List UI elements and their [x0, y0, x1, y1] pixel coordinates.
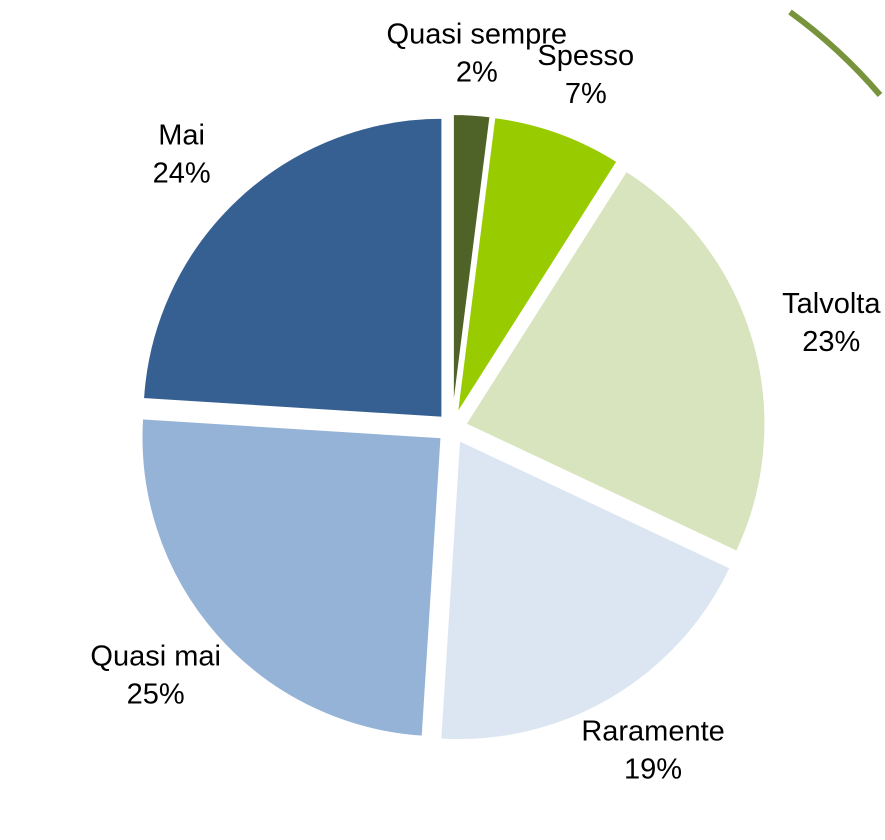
pie-slice [140, 417, 443, 738]
slice-label: Talvolta [782, 288, 881, 320]
slice-value-label: 7% [565, 78, 607, 110]
pie-slice [451, 113, 492, 415]
pie-slice [141, 116, 444, 419]
slice-value-label: 19% [624, 753, 682, 785]
slice-value-label: 2% [456, 56, 498, 88]
slice-label: Mai [158, 119, 205, 151]
decorative-arc [788, 9, 883, 97]
pie-slice [455, 116, 619, 416]
pie-slice [439, 438, 732, 742]
slice-label: Quasi sempre [387, 18, 568, 50]
slice-value-label: 24% [153, 157, 211, 189]
pie-slice [463, 169, 767, 554]
slice-label: Quasi mai [90, 641, 221, 673]
slice-value-label: 25% [127, 679, 185, 711]
slice-label: Spesso [537, 40, 634, 72]
slice-value-label: 23% [802, 326, 860, 358]
slice-label: Raramente [581, 715, 724, 747]
